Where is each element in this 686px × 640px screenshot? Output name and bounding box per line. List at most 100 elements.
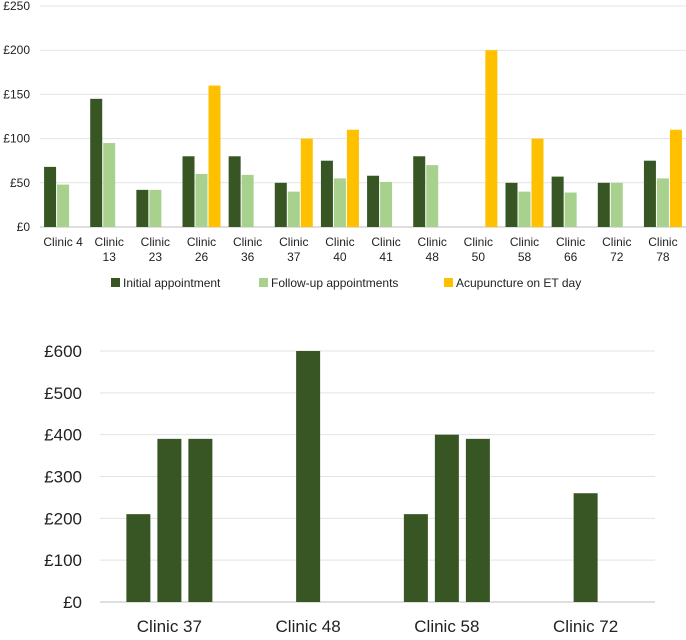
chart1-x-tick-line: 26 — [195, 250, 209, 264]
chart1-x-tick-line: 40 — [333, 250, 347, 264]
legend-swatch-follow-up-appointments — [259, 278, 268, 287]
chart2-x-tick-label: Clinic 58 — [414, 617, 479, 635]
chart1-x-tick-label: Clinic 13 — [95, 235, 124, 264]
legend-label-acupuncture-on-et-day: Acupuncture on ET day — [456, 276, 581, 290]
bar-follow-up-appointments-clinic-4 — [57, 184, 70, 227]
chart1-x-tick-line: 13 — [103, 250, 117, 264]
chart1-y-tick-label: £150 — [3, 87, 30, 101]
bar-initial-appointment-clinic-58 — [505, 182, 518, 227]
chart1-x-tick-label: Clinic 48 — [418, 235, 447, 264]
chart1-x-tick-line: 72 — [610, 250, 624, 264]
chart1-x-tick-label: Clinic 37 — [279, 235, 308, 264]
chart1-x-tick-line: 78 — [656, 250, 670, 264]
chart1-x-tick-label: Clinic 58 — [510, 235, 539, 264]
chart1-x-tick-line: 48 — [426, 250, 440, 264]
bar-initial-appointment-clinic-66 — [551, 176, 564, 227]
chart2-y-tick-label: £0 — [63, 593, 82, 612]
chart1-y-tick-label: £100 — [3, 132, 30, 146]
chart1-x-tick-label: Clinic 66 — [556, 235, 585, 264]
chart1-x-tick-line: Clinic — [648, 235, 677, 249]
chart2-y-tick-label: £600 — [44, 342, 82, 361]
chart1-x-tick-line: Clinic — [371, 235, 400, 249]
bar-acupuncture-on-et-day-clinic-26 — [208, 85, 221, 227]
chart1-x-tick-line: 50 — [472, 250, 486, 264]
chart1-y-tick-label: £0 — [17, 220, 31, 234]
legend-label-initial-appointment: Initial appointment — [123, 276, 221, 290]
bar-follow-up-appointments-clinic-78 — [656, 178, 669, 227]
chart1-x-tick-line: Clinic — [233, 235, 262, 249]
bar-follow-up-appointments-clinic-41 — [380, 181, 393, 227]
bar-follow-up-appointments-clinic-36 — [241, 174, 254, 227]
bar-follow-up-appointments-clinic-26 — [195, 173, 208, 227]
chart2-y-tick-label: £500 — [44, 384, 82, 403]
chart1-x-tick-label: Clinic 41 — [371, 235, 400, 264]
chart1-x-tick-line: Clinic — [187, 235, 216, 249]
bar-follow-up-appointments-clinic-13 — [103, 143, 116, 227]
bar-acupuncture-on-et-day-clinic-40 — [346, 129, 359, 227]
bar-clinic-37-3 — [188, 438, 213, 602]
chart1-x-tick-line: 41 — [379, 250, 393, 264]
bar-follow-up-appointments-clinic-37 — [287, 191, 300, 227]
bar-acupuncture-on-et-day-clinic-37 — [300, 138, 313, 227]
chart2-y-tick-label: £100 — [44, 551, 82, 570]
chart1-x-tick-label: Clinic 23 — [141, 235, 170, 264]
chart1-x-tick-line: Clinic — [464, 235, 493, 249]
bar-initial-appointment-clinic-48 — [413, 156, 426, 227]
bar-acupuncture-on-et-day-clinic-78 — [669, 129, 682, 227]
bar-initial-appointment-clinic-41 — [367, 175, 380, 227]
chart1-x-tick-line: 66 — [564, 250, 578, 264]
bar-clinic-72-2 — [573, 493, 598, 602]
chart2-y-tick-label: £400 — [44, 426, 82, 445]
chart1-x-tick-line: Clinic — [602, 235, 631, 249]
legend-swatch-initial-appointment — [111, 278, 120, 287]
bar-clinic-58-3 — [465, 438, 490, 602]
bar-clinic-58-1 — [403, 514, 428, 602]
bar-follow-up-appointments-clinic-23 — [149, 189, 162, 227]
chart1-y-tick-label: £50 — [10, 176, 30, 190]
bar-initial-appointment-clinic-72 — [597, 182, 610, 227]
bar-initial-appointment-clinic-23 — [136, 189, 149, 227]
chart1-x-tick-line: 37 — [287, 250, 301, 264]
chart1-x-tick-line: Clinic 4 — [43, 235, 83, 249]
bar-initial-appointment-clinic-4 — [44, 166, 57, 227]
chart1-y-tick-label: £200 — [3, 43, 30, 57]
bar-clinic-48-2 — [296, 351, 321, 602]
bar-clinic-37-1 — [126, 514, 151, 602]
bar-acupuncture-on-et-day-clinic-58 — [531, 138, 544, 227]
chart1-x-tick-line: 36 — [241, 250, 255, 264]
chart1-x-tick-line: Clinic — [418, 235, 447, 249]
chart2-y-tick-label: £200 — [44, 509, 82, 528]
bar-initial-appointment-clinic-26 — [182, 156, 195, 227]
chart1-x-tick-line: 58 — [518, 250, 532, 264]
chart1-x-tick-line: Clinic — [556, 235, 585, 249]
bar-clinic-58-2 — [434, 434, 459, 602]
legend-label-follow-up-appointments: Follow-up appointments — [271, 276, 398, 290]
chart1-x-tick-label: Clinic 36 — [233, 235, 262, 264]
chart1-x-tick-label: Clinic 40 — [325, 235, 354, 264]
chart2-x-tick-label: Clinic 48 — [276, 617, 341, 635]
chart1-x-tick-label: Clinic 26 — [187, 235, 216, 264]
chart2-x-tick-label: Clinic 72 — [553, 617, 618, 635]
bar-initial-appointment-clinic-78 — [643, 160, 656, 227]
chart1-x-tick-line: 23 — [149, 250, 163, 264]
bar-initial-appointment-clinic-36 — [228, 156, 241, 227]
bar-follow-up-appointments-clinic-58 — [518, 191, 531, 227]
chart1-y-tick-label: £250 — [3, 0, 30, 13]
bar-clinic-37-2 — [157, 438, 182, 602]
chart1-legend: Initial appointment Follow-up appointment… — [111, 276, 581, 290]
chart2-x-tick-label: Clinic 37 — [137, 617, 202, 635]
chart1-x-tick-label: Clinic 72 — [602, 235, 631, 264]
bar-initial-appointment-clinic-37 — [274, 182, 287, 227]
chart1-x-tick-line: Clinic — [279, 235, 308, 249]
bar-follow-up-appointments-clinic-48 — [426, 165, 439, 227]
chart1-x-tick-line: Clinic — [141, 235, 170, 249]
chart1-x-tick-line: Clinic — [510, 235, 539, 249]
bar-follow-up-appointments-clinic-66 — [564, 192, 577, 227]
bar-initial-appointment-clinic-13 — [90, 98, 103, 227]
bar-acupuncture-on-et-day-clinic-50 — [485, 50, 498, 228]
chart1-x-tick-label: Clinic 78 — [648, 235, 677, 264]
bar-follow-up-appointments-clinic-40 — [333, 178, 346, 227]
chart2-y-tick-label: £300 — [44, 468, 82, 487]
